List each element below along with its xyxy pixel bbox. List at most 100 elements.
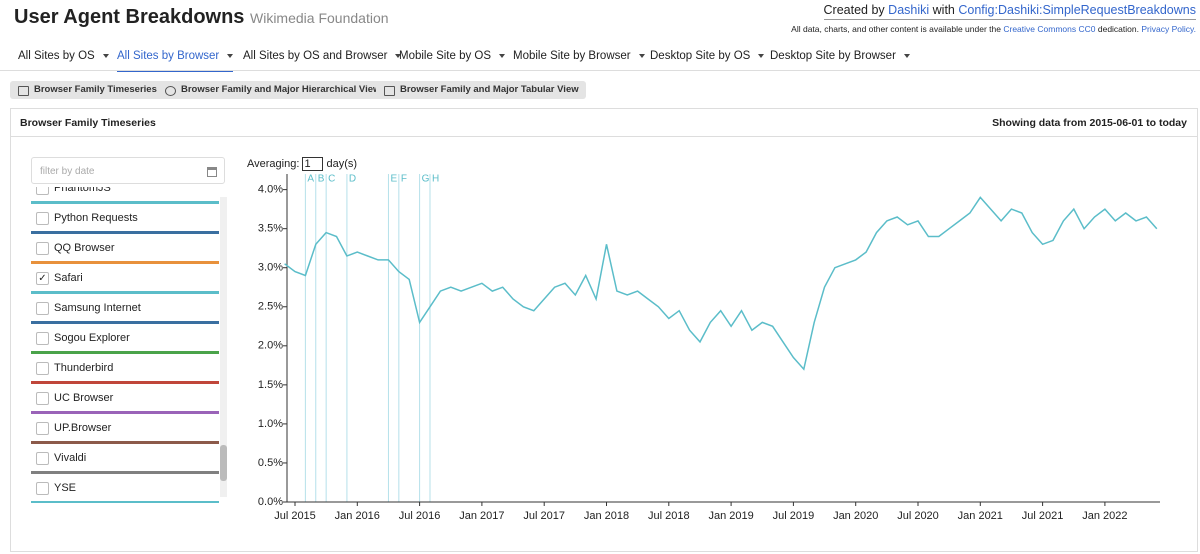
color-bar [31, 411, 219, 414]
tab[interactable]: Desktop Site by Browser [770, 48, 910, 70]
averaging-input[interactable]: 1 [302, 157, 324, 171]
view-button[interactable]: Browser Family and Major Tabular View [376, 81, 586, 99]
tab[interactable]: Mobile Site by Browser [513, 48, 645, 70]
credit-text: Created by [823, 3, 885, 17]
browser-name: UP.Browser [54, 422, 112, 434]
checkbox[interactable] [36, 392, 49, 405]
checkbox[interactable] [36, 332, 49, 345]
calendar-icon [207, 167, 217, 177]
checkbox[interactable] [36, 187, 49, 195]
y-tick-label: 3.5% [258, 223, 283, 235]
browser-item[interactable]: UP.Browser [31, 415, 227, 445]
caret [638, 53, 645, 58]
averaging: Averaging: 1 day(s) [247, 157, 357, 171]
browser-item[interactable]: QQ Browser [31, 235, 227, 265]
filter-input[interactable]: filter by date [31, 157, 225, 184]
checkbox[interactable] [36, 482, 49, 495]
tab[interactable]: Desktop Site by OS [650, 48, 765, 70]
view-icon [384, 86, 395, 96]
license-link[interactable]: Creative Commons CC0 [1003, 24, 1096, 34]
license-text: All data, charts, and other content is a… [791, 24, 1001, 34]
annotation-label: H [432, 174, 439, 185]
credit: Created by Dashiki with Config:Dashiki:S… [823, 3, 1196, 20]
caret [227, 53, 234, 58]
annotation-label: D [349, 174, 356, 185]
caret [395, 53, 402, 58]
privacy-link[interactable]: Privacy Policy. [1141, 24, 1196, 34]
x-tick-label: Jul 2020 [897, 510, 939, 522]
color-bar [31, 231, 219, 234]
tab-label: Mobile Site by OS [399, 50, 492, 62]
view-button[interactable]: Browser Family and Major Hierarchical Vi… [157, 81, 388, 99]
x-tick-label: Jan 2022 [1082, 510, 1127, 522]
color-bar [31, 261, 219, 264]
y-tick-label: 4.0% [258, 184, 283, 196]
config-link[interactable]: Config:Dashiki:SimpleRequestBreakdowns [958, 3, 1196, 17]
caret [903, 53, 910, 58]
browser-name: PhantomJS [54, 187, 111, 194]
browser-item[interactable]: Samsung Internet [31, 295, 227, 325]
author-link[interactable]: Dashiki [888, 3, 930, 17]
x-tick-label: Jul 2016 [399, 510, 441, 522]
color-bar [31, 291, 219, 294]
browser-item[interactable]: YSE [31, 475, 227, 503]
panel-title: Browser Family Timeseries [20, 117, 156, 129]
annotation-label: A [307, 174, 314, 185]
subtitle: Wikimedia Foundation [250, 10, 389, 26]
browser-item[interactable]: Python Requests [31, 205, 227, 235]
tab[interactable]: Mobile Site by OS [399, 48, 506, 70]
tab-divider [0, 70, 1200, 71]
checkbox[interactable] [36, 362, 49, 375]
checkbox[interactable] [36, 242, 49, 255]
scrollbar [220, 197, 227, 497]
date-range: Showing data from 2015-06-01 to today [992, 117, 1187, 129]
annotation-label: B [318, 174, 325, 185]
y-tick-label: 0.0% [258, 496, 283, 508]
averaging-unit: day(s) [326, 158, 358, 170]
tab[interactable]: All Sites by OS and Browser [243, 48, 402, 70]
x-tick-label: Jan 2021 [958, 510, 1003, 522]
page-title: User Agent Breakdowns Wikimedia Foundati… [14, 6, 389, 29]
browser-name: YSE [54, 482, 77, 494]
browser-name: Safari [54, 272, 83, 284]
browser-name: Python Requests [54, 212, 138, 224]
tab[interactable]: All Sites by OS [18, 48, 109, 70]
series-line [284, 196, 1158, 371]
checkbox[interactable]: ✓ [36, 272, 49, 285]
browser-name: UC Browser [54, 392, 114, 404]
checkbox[interactable] [36, 212, 49, 225]
tab-label: All Sites by Browser [117, 50, 220, 62]
annotation-label: F [401, 174, 407, 185]
tab-label: Desktop Site by OS [650, 50, 751, 62]
x-tick-label: Jul 2015 [274, 510, 316, 522]
caret [102, 53, 109, 58]
y-tick-label: 1.5% [258, 379, 283, 391]
browser-item[interactable]: ✓ Safari [31, 265, 227, 295]
browser-name: QQ Browser [54, 242, 115, 254]
browser-name: Thunderbird [54, 362, 114, 374]
y-tick-label: 2.5% [258, 301, 283, 313]
browser-name: Vivaldi [54, 452, 87, 464]
browser-item[interactable]: PhantomJS [31, 187, 227, 205]
panel: Browser Family Timeseries Showing data f… [10, 108, 1198, 552]
view-button[interactable]: Browser Family Timeseries [10, 81, 164, 99]
tab[interactable]: All Sites by Browser [117, 48, 234, 72]
browser-item[interactable]: Vivaldi [31, 445, 227, 475]
annotation-label: C [328, 174, 335, 185]
view-icon [165, 86, 176, 96]
annotation-label: E [390, 174, 397, 185]
color-bar [31, 471, 219, 474]
placeholder: filter by date [40, 166, 95, 177]
browser-item[interactable]: UC Browser [31, 385, 227, 415]
browser-item[interactable]: Thunderbird [31, 355, 227, 385]
browser-item[interactable]: Sogou Explorer [31, 325, 227, 355]
x-tick-label: Jan 2016 [335, 510, 380, 522]
color-bar [31, 321, 219, 324]
scroll-thumb[interactable] [220, 445, 227, 481]
checkbox[interactable] [36, 302, 49, 315]
x-tick-label: Jul 2017 [523, 510, 565, 522]
checkbox[interactable] [36, 452, 49, 465]
checkbox[interactable] [36, 422, 49, 435]
